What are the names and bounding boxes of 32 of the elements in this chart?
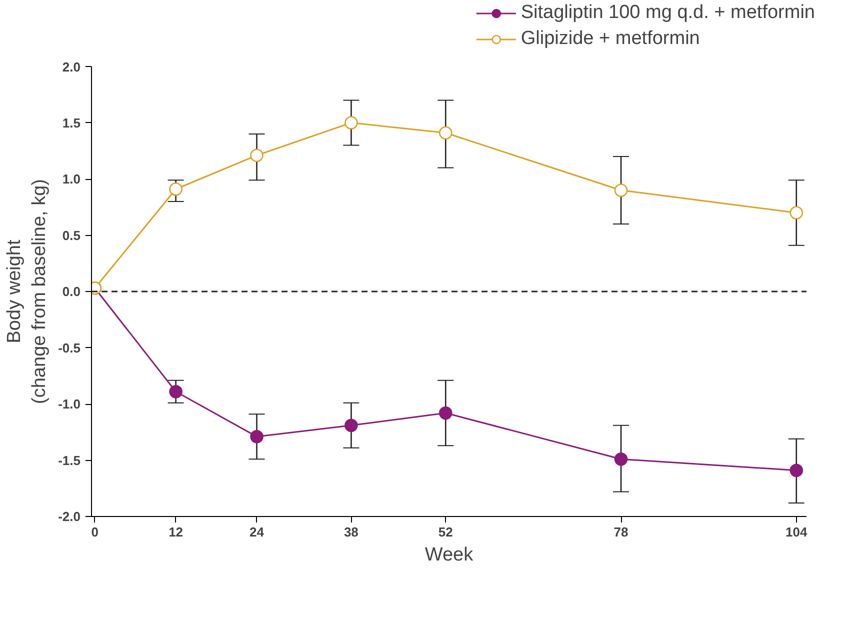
point [438,126,452,140]
point [344,116,358,130]
y-tick-label: -1.5 [58,452,81,468]
point [790,464,804,478]
point [614,452,628,466]
x-tick-label: 38 [344,524,358,540]
point [438,406,452,420]
point [344,418,358,432]
y-tick-label: 1.0 [62,172,81,186]
x-tick-label: 0 [91,524,98,540]
y-tick-label: -1.0 [58,396,81,412]
legend-label: Sitagliptin 100 mg q.d. + metformin [520,2,815,24]
y-tick-label: -2.0 [58,509,81,524]
point [250,148,264,162]
y-tick-label: 0.5 [62,228,81,243]
x-tick-label: 52 [438,524,453,540]
x-axis-title: Week [424,544,474,566]
x-tick-label: 24 [250,524,265,540]
x-tick-label: 104 [786,524,808,540]
y-tick-label: -0.5 [58,340,81,356]
x-tick-label: 12 [168,524,184,540]
point [250,430,264,444]
point [169,384,182,398]
point [614,184,628,197]
point [790,206,804,220]
y-axis-title: Body weight (change from baseline, kg) [4,179,50,404]
y-tick-label: 1.5 [62,115,81,130]
y-tick-label: 2.0 [62,60,81,74]
point [169,182,182,196]
x-tick-label: 78 [614,524,628,540]
legend-label: Glipizide + metformin [520,28,700,50]
y-tick-label: 0.0 [62,284,81,299]
